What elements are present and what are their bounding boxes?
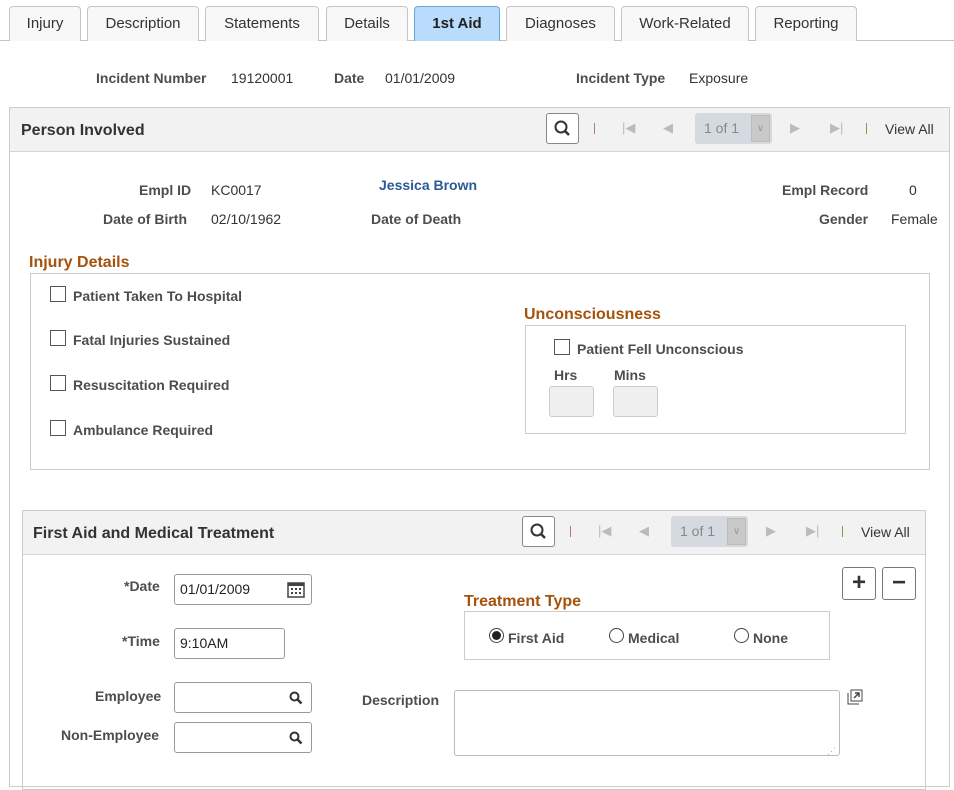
employee-input[interactable] (174, 682, 312, 713)
incident-number: 19120001 (231, 70, 294, 86)
pager-text: 1 of 1 (704, 120, 740, 136)
incident-date-label: Date (334, 70, 365, 86)
tab-injury[interactable]: Injury (9, 6, 81, 41)
row-pager[interactable]: 1 of 1 ∨ (671, 516, 748, 547)
person-involved-header (10, 108, 949, 152)
injury-details-heading: Injury Details (29, 254, 130, 271)
description-textarea[interactable]: ⋰ (454, 690, 840, 756)
chevron-down-icon[interactable]: ∨ (727, 518, 746, 545)
medical-radio-label: Medical (628, 630, 680, 646)
unconsciousness-box (525, 325, 906, 434)
employee-label: Employee (95, 688, 162, 704)
treatment-type-box (464, 611, 830, 660)
first-aid-title: First Aid and Medical Treatment (33, 525, 275, 542)
dob: 02/10/1962 (211, 211, 282, 227)
tab-1st-aid[interactable]: 1st Aid (414, 6, 500, 41)
ambulance-label: Ambulance Required (73, 422, 214, 438)
search-icon[interactable] (289, 731, 303, 745)
separator (866, 123, 867, 134)
treatment-type-heading: Treatment Type (464, 593, 582, 610)
tab-reporting[interactable]: Reporting (755, 6, 857, 41)
hospital-label: Patient Taken To Hospital (73, 288, 243, 304)
empl-record: 0 (909, 182, 917, 198)
calendar-icon[interactable] (287, 580, 305, 598)
non-employee-input[interactable] (174, 722, 312, 753)
first-icon[interactable]: |◀ (598, 523, 612, 538)
dod-label: Date of Death (371, 211, 462, 227)
empl-record-label: Empl Record (782, 182, 869, 198)
dob-label: Date of Birth (103, 211, 187, 227)
next-icon[interactable]: ▶ (790, 120, 800, 135)
hrs-label: Hrs (554, 367, 578, 383)
hospital-checkbox[interactable] (50, 286, 66, 302)
ambulance-checkbox[interactable] (50, 420, 66, 436)
last-icon[interactable]: ▶| (806, 523, 820, 538)
pager-text: 1 of 1 (680, 523, 716, 539)
next-icon[interactable]: ▶ (766, 523, 776, 538)
incident-type: Exposure (689, 70, 749, 86)
unconscious-label: Patient Fell Unconscious (577, 341, 744, 357)
fatal-label: Fatal Injuries Sustained (73, 332, 231, 348)
tab-diagnoses[interactable]: Diagnoses (506, 6, 615, 41)
search-icon[interactable] (289, 691, 303, 705)
minus-icon: − (891, 569, 906, 596)
search-icon (554, 120, 570, 136)
unconsciousness-heading: Unconsciousness (524, 306, 661, 323)
separator (842, 526, 843, 537)
none-radio[interactable] (734, 628, 749, 643)
resuscitation-label: Resuscitation Required (73, 377, 230, 393)
gender-label: Gender (819, 211, 869, 227)
view-all-link[interactable]: View All (861, 524, 910, 540)
chevron-down-icon[interactable]: ∨ (751, 115, 770, 142)
tab-statements[interactable]: Statements (205, 6, 319, 41)
search-button[interactable] (546, 113, 579, 144)
mins-input[interactable] (613, 386, 658, 417)
empl-id: KC0017 (211, 182, 262, 198)
first-aid-radio[interactable] (489, 628, 504, 643)
date-value: 01/01/2009 (180, 581, 251, 597)
mins-label: Mins (614, 367, 646, 383)
incident-type-label: Incident Type (576, 70, 666, 86)
resuscitation-checkbox[interactable] (50, 375, 66, 391)
row-pager[interactable]: 1 of 1 ∨ (695, 113, 772, 144)
search-icon (530, 523, 546, 539)
medical-radio[interactable] (609, 628, 624, 643)
date-input[interactable]: 01/01/2009 (174, 574, 312, 605)
last-icon[interactable]: ▶| (830, 120, 844, 135)
unconscious-checkbox[interactable] (554, 339, 570, 355)
gender: Female (891, 211, 938, 227)
previous-icon[interactable]: ◀ (663, 120, 673, 135)
plus-icon: + (851, 569, 866, 596)
fatal-checkbox[interactable] (50, 330, 66, 346)
injury-details-box (30, 273, 930, 470)
first-aid-radio-label: First Aid (508, 630, 565, 646)
search-button[interactable] (522, 516, 555, 547)
employee-name: Jessica Brown (379, 177, 478, 193)
resize-handle-icon[interactable]: ⋰ (827, 746, 836, 756)
first-icon[interactable]: |◀ (622, 120, 636, 135)
empl-id-label: Empl ID (139, 182, 192, 198)
add-row-button[interactable]: + (842, 567, 876, 600)
date-label: *Date (124, 578, 160, 594)
view-all-link[interactable]: View All (885, 121, 934, 137)
time-input[interactable]: 9:10AM (174, 628, 285, 659)
tab-work-related[interactable]: Work-Related (621, 6, 749, 41)
tab-description[interactable]: Description (87, 6, 199, 41)
time-label: *Time (122, 633, 160, 649)
tab-details[interactable]: Details (326, 6, 408, 41)
first-aid-header (23, 511, 925, 555)
description-label: Description (362, 692, 440, 708)
incident-number-label: Incident Number (96, 70, 207, 86)
separator (594, 123, 595, 134)
delete-row-button[interactable]: − (882, 567, 916, 600)
expand-icon[interactable] (847, 689, 863, 705)
hrs-input[interactable] (549, 386, 594, 417)
none-radio-label: None (753, 630, 788, 646)
person-involved-title: Person Involved (21, 122, 145, 139)
non-employee-label: Non-Employee (61, 727, 160, 743)
incident-date: 01/01/2009 (385, 70, 456, 86)
previous-icon[interactable]: ◀ (639, 523, 649, 538)
separator (570, 526, 571, 537)
